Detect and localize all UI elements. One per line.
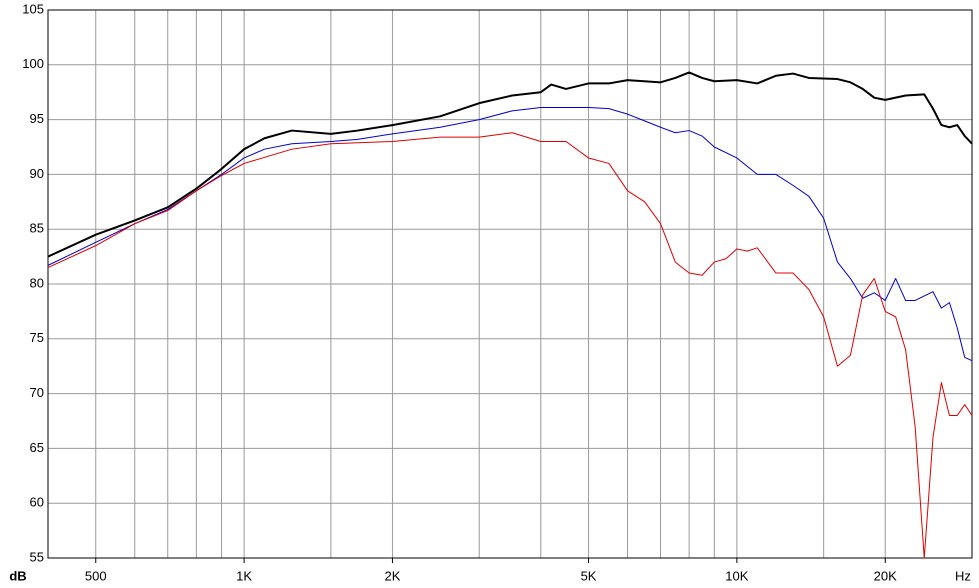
y-tick-label: 55 (30, 549, 44, 564)
series-line (47, 132, 973, 559)
y-tick-label: 65 (30, 440, 44, 455)
x-tick-label: 10K (725, 568, 748, 583)
series-line (47, 71, 973, 258)
y-axis-label: dB (9, 568, 26, 583)
x-tick-label: 500 (85, 568, 107, 583)
x-axis-label: Hz (955, 568, 971, 583)
y-tick-label: 100 (22, 56, 44, 71)
x-tick-label: 2K (384, 568, 400, 583)
y-tick-label: 90 (30, 166, 44, 181)
y-tick-label: 75 (30, 330, 44, 345)
y-tick-label: 70 (30, 385, 44, 400)
series-line (47, 107, 973, 362)
x-tick-label: 1K (236, 568, 252, 583)
y-tick-label: 60 (30, 495, 44, 510)
y-tick-label: 80 (30, 275, 44, 290)
plot-frame (47, 9, 973, 559)
x-tick-label: 5K (581, 568, 597, 583)
x-tick-label: 20K (874, 568, 897, 583)
y-tick-label: 95 (30, 111, 44, 126)
y-tick-label: 85 (30, 221, 44, 236)
y-tick-label: 105 (22, 1, 44, 16)
